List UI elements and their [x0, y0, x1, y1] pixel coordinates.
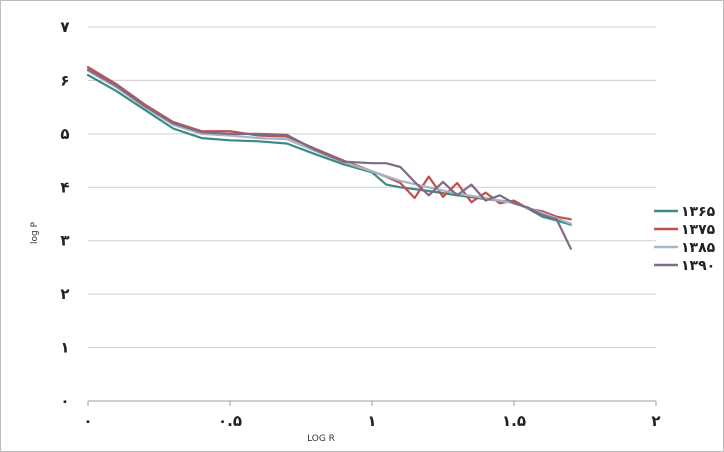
x-tick-label: ۰ — [83, 412, 92, 430]
legend-label: ۱۳۶۵ — [681, 204, 716, 220]
legend: ۱۳۶۵ ۱۳۷۵ ۱۳۸۵ ۱۳۹۰ — [654, 204, 716, 274]
y-axis-title: log P — [30, 221, 40, 244]
legend-label: ۱۳۹۰ — [681, 258, 715, 274]
x-tick-label: ۱ — [367, 412, 376, 430]
y-tick-label: ۰ — [60, 392, 69, 410]
x-tick-label: ۰.۵ — [218, 412, 242, 430]
x-tick-labels: ۰ ۰.۵ ۱ ۱.۵ ۲ — [83, 401, 661, 430]
series-line — [86, 68, 572, 250]
grid-lines — [88, 26, 656, 349]
y-tick-label: ۲ — [60, 285, 69, 303]
x-axis-title: LOG R — [307, 434, 335, 444]
y-tick-label: ۷ — [60, 18, 69, 36]
y-tick-label: ۵ — [60, 125, 69, 143]
legend-label: ۱۳۷۵ — [681, 222, 716, 238]
legend-label: ۱۳۸۵ — [681, 240, 716, 256]
x-tick-label: ۲ — [651, 412, 660, 430]
y-tick-label: ۴ — [60, 178, 69, 196]
y-tick-label: ۳ — [60, 232, 69, 250]
y-tick-label: ۱ — [60, 339, 69, 357]
y-tick-label: ۶ — [60, 71, 69, 89]
series-lines — [86, 65, 572, 250]
x-tick-label: ۱.۵ — [502, 412, 526, 430]
y-tick-labels: ۰ ۱ ۲ ۳ ۴ ۵ ۶ ۷ — [60, 18, 69, 410]
series-line — [86, 69, 572, 225]
